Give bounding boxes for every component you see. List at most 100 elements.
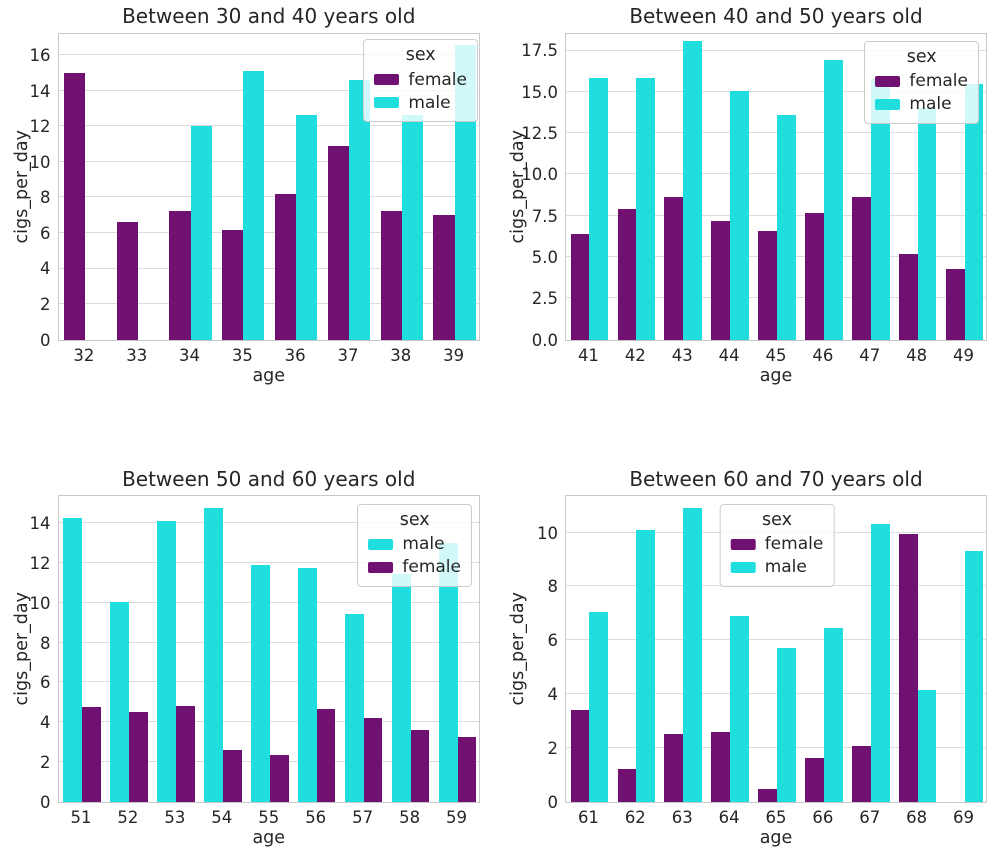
bar-female-41 xyxy=(570,233,590,340)
gridline-y-12.5 xyxy=(566,132,986,134)
gridline-y-17.5 xyxy=(566,49,986,51)
legend-entry-label: female xyxy=(909,71,968,91)
x-tick-label: 39 xyxy=(443,345,465,365)
y-tick-label: 2 xyxy=(40,752,51,772)
bar-female-42 xyxy=(617,209,637,340)
x-tick-label: 56 xyxy=(305,807,327,827)
bar-male-52 xyxy=(110,601,129,802)
gridline-y-15.0 xyxy=(566,90,986,92)
legend-entry-male: male xyxy=(374,91,467,114)
subplot-1-title: Between 30 and 40 years old xyxy=(122,4,416,28)
bar-male-68 xyxy=(917,689,937,802)
bar-male-42 xyxy=(636,77,656,340)
x-tick-label: 34 xyxy=(179,345,201,365)
bar-female-58 xyxy=(410,729,430,802)
bar-female-68 xyxy=(898,533,918,802)
bar-female-33 xyxy=(116,222,138,340)
y-tick-label: 10 xyxy=(537,523,558,543)
gridline-y-6 xyxy=(566,639,986,641)
bar-male-54 xyxy=(204,508,223,802)
bar-male-62 xyxy=(636,529,656,802)
legend-entry-male: male xyxy=(875,93,968,116)
gridline-y-12 xyxy=(58,562,479,564)
x-tick-label: 54 xyxy=(211,807,233,827)
x-axis-label: age xyxy=(252,366,286,386)
x-tick-label: 65 xyxy=(765,807,787,827)
bar-male-48 xyxy=(917,108,937,340)
bar-female-43 xyxy=(664,196,684,340)
bar-male-63 xyxy=(683,508,702,802)
bar-male-36 xyxy=(296,114,318,340)
legend-title: sex xyxy=(762,509,792,530)
gridline-y-14 xyxy=(58,522,479,524)
subplot-3-title: Between 50 and 60 years old xyxy=(122,467,416,491)
gridline-y-8 xyxy=(58,196,479,198)
legend-title: sex xyxy=(405,45,436,65)
bar-male-67 xyxy=(870,524,890,802)
gridline-y-16 xyxy=(58,54,479,56)
bar-female-37 xyxy=(327,146,349,340)
x-tick-label: 43 xyxy=(671,345,693,365)
legend-entry-label: female xyxy=(402,557,461,577)
bar-female-55 xyxy=(269,754,289,802)
bar-female-64 xyxy=(711,731,731,802)
gridline-y-7.5 xyxy=(566,214,986,216)
bar-male-41 xyxy=(589,77,609,340)
gridline-y-6 xyxy=(58,232,479,233)
legend-entry-label: male xyxy=(408,92,451,113)
y-tick-label: 8 xyxy=(40,633,51,653)
x-axis-label: age xyxy=(759,828,793,848)
x-axis-label: age xyxy=(252,828,286,848)
y-tick-label: 12.5 xyxy=(521,124,558,144)
bar-male-37 xyxy=(348,80,371,340)
legend-entry-female: female xyxy=(875,70,968,93)
subplot-2-axes: sex female male xyxy=(565,32,987,341)
bar-female-36 xyxy=(275,193,297,340)
subplot-1-axes: sex female male xyxy=(57,32,480,341)
bar-male-46 xyxy=(823,59,843,340)
x-tick-label: 36 xyxy=(284,345,306,365)
bar-male-45 xyxy=(777,114,796,340)
bar-male-53 xyxy=(157,521,176,802)
bar-female-39 xyxy=(433,215,455,340)
x-tick-label: 38 xyxy=(390,345,412,365)
x-tick-label: 53 xyxy=(164,807,186,827)
bar-male-66 xyxy=(823,628,843,802)
x-tick-label: 61 xyxy=(577,807,599,827)
bar-female-34 xyxy=(169,210,191,340)
legend-swatch-male-icon xyxy=(368,538,394,550)
legend-swatch-female-icon xyxy=(730,538,756,550)
x-tick-label: 55 xyxy=(258,807,280,827)
legend-entry-label: male xyxy=(909,94,952,114)
legend-swatch-male-icon xyxy=(374,97,400,108)
x-tick-label: 57 xyxy=(352,807,374,827)
gridline-y-4 xyxy=(566,692,986,694)
x-tick-label: 67 xyxy=(859,807,881,827)
x-tick-label: 32 xyxy=(73,345,95,365)
legend-entry-label: male xyxy=(402,534,445,554)
y-tick-label: 10 xyxy=(29,152,51,172)
y-tick-label: 5.0 xyxy=(531,247,558,267)
y-tick-label: 7.5 xyxy=(531,206,558,226)
y-tick-label: 8 xyxy=(40,188,51,208)
y-tick-label: 15.0 xyxy=(521,82,558,102)
x-tick-label: 41 xyxy=(577,345,599,365)
bar-female-57 xyxy=(363,718,383,802)
legend-entry-label: female xyxy=(764,534,824,554)
bar-male-55 xyxy=(250,565,270,802)
bar-female-53 xyxy=(175,706,195,802)
x-tick-label: 59 xyxy=(446,807,468,827)
x-tick-label: 42 xyxy=(624,345,646,365)
y-tick-label: 17.5 xyxy=(521,41,558,61)
legend-swatch-female-icon xyxy=(374,74,400,85)
y-tick-label: 6 xyxy=(40,223,51,243)
y-tick-label: 2 xyxy=(547,738,559,758)
bar-male-51 xyxy=(63,518,82,802)
x-tick-label: 68 xyxy=(906,807,928,827)
gridline-y-10.0 xyxy=(566,173,986,175)
y-tick-label: 0.0 xyxy=(531,330,558,350)
bar-male-69 xyxy=(964,551,984,802)
legend-entry-label: female xyxy=(408,69,467,90)
bar-male-57 xyxy=(344,613,364,802)
